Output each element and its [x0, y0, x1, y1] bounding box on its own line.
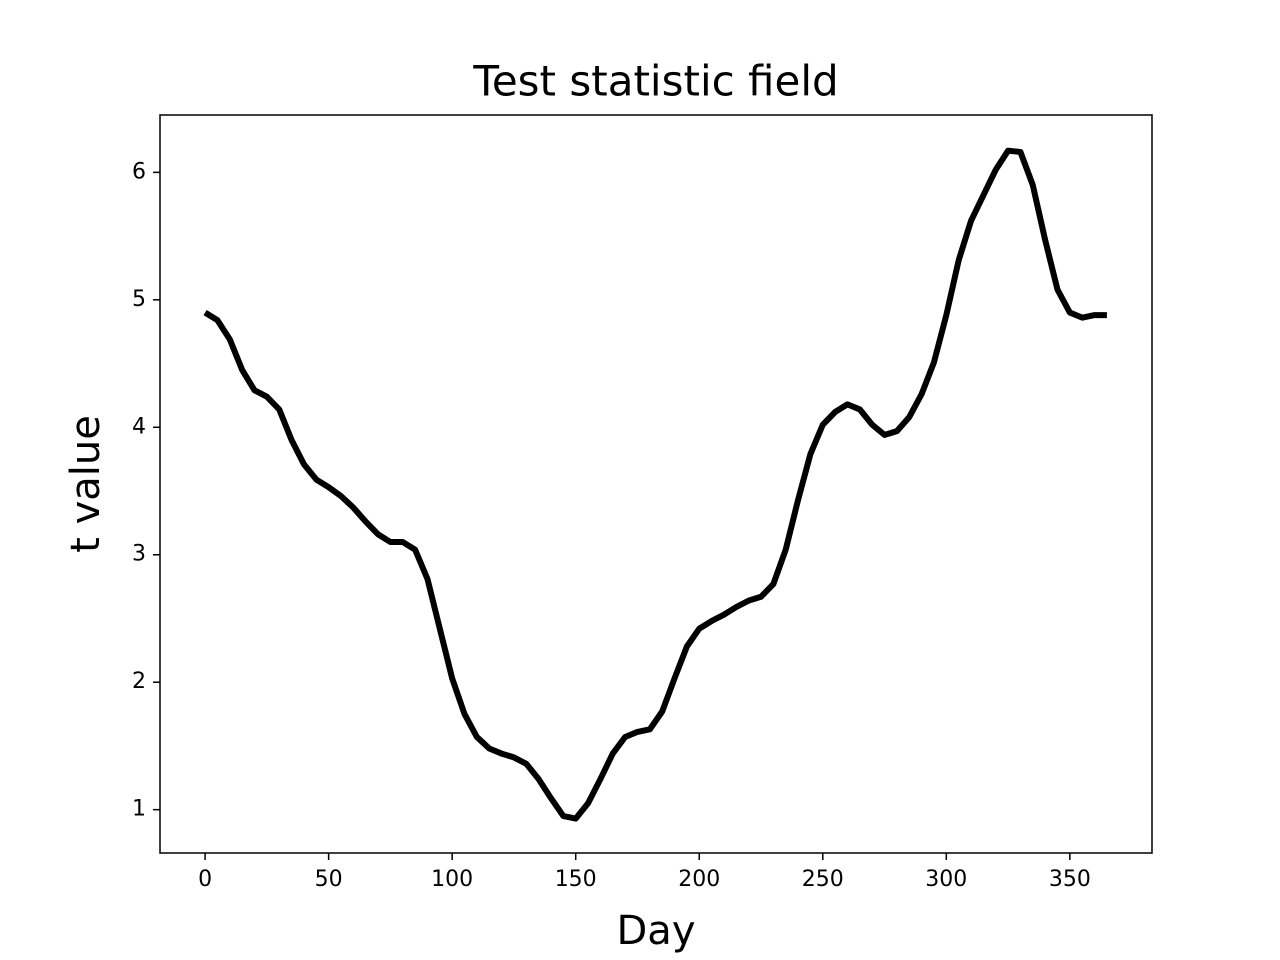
- x-tick-label: 300: [925, 867, 967, 892]
- x-axis-label: Day: [617, 908, 696, 954]
- x-tick-label: 150: [555, 867, 597, 892]
- x-tick-label: 0: [198, 867, 212, 892]
- y-tick-label: 1: [132, 797, 146, 822]
- data-line: [203, 147, 1107, 822]
- x-tick-label: 100: [431, 867, 473, 892]
- y-tick-label: 3: [132, 542, 146, 567]
- x-tick-label: 350: [1049, 867, 1091, 892]
- y-tick-label: 6: [132, 159, 146, 184]
- chart-title: Test statistic field: [472, 57, 838, 106]
- x-tick-label: 200: [678, 867, 720, 892]
- x-tick-label: 50: [315, 867, 343, 892]
- y-tick-label: 5: [132, 287, 146, 312]
- plot-frame: [159, 114, 1153, 854]
- y-axis-label: t value: [63, 415, 109, 553]
- y-tick-label: 2: [132, 669, 146, 694]
- x-tick-label: 250: [802, 867, 844, 892]
- y-tick-label: 4: [132, 414, 146, 439]
